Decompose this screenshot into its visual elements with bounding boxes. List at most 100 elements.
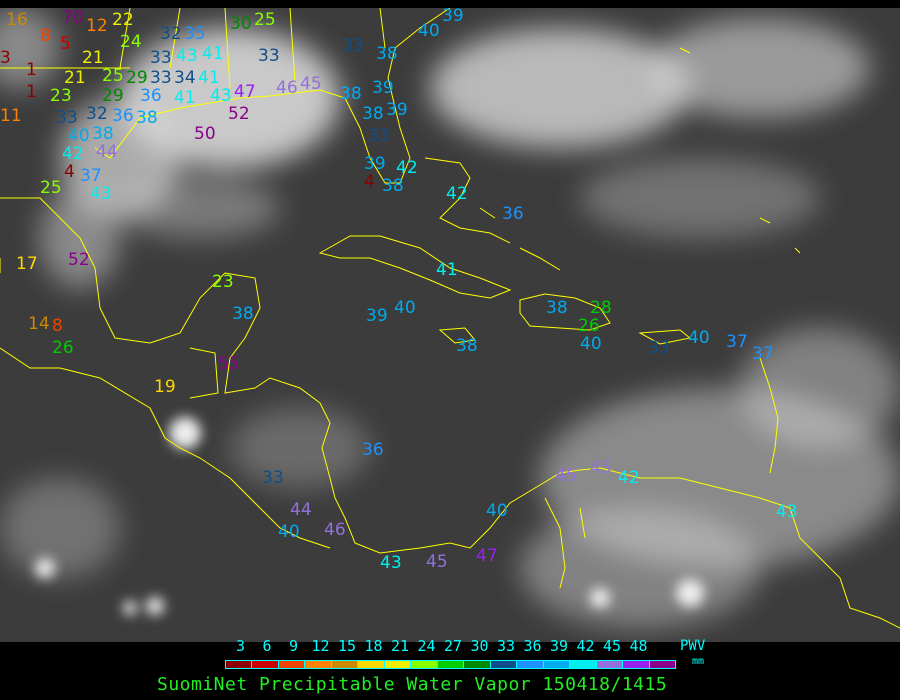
legend-tick: 6: [262, 637, 272, 655]
pwv-station-value: 24: [120, 32, 142, 52]
pwv-station-value: 42: [62, 144, 84, 164]
pwv-station-value: 37: [752, 344, 774, 364]
legend-swatch: [596, 661, 624, 668]
pwv-station-value: 26: [578, 316, 600, 336]
pwv-station-value: 25: [40, 178, 62, 198]
legend-tick: 12: [311, 637, 330, 655]
legend-swatch: [623, 661, 650, 668]
pwv-station-value: 19: [154, 377, 176, 397]
pwv-station-value: 45: [555, 466, 577, 486]
legend-tick: 15: [338, 637, 357, 655]
legend-swatch: [226, 661, 253, 668]
pwv-station-value: 37: [80, 166, 102, 186]
pwv-station-value: 4: [64, 162, 75, 182]
pwv-station-value: 36: [112, 106, 134, 126]
pwv-station-value: 33: [258, 46, 280, 66]
pwv-station-value: 42: [618, 468, 640, 488]
satellite-map: 16 70 8 5 3 12 22 24 32 35 30 25 21 25 29 33 43 41 1 21 33 34…: [0, 8, 900, 642]
pwv-station-value: 50: [194, 124, 216, 144]
pwv-station-value: 40: [418, 21, 440, 41]
pwv-station-value: 40: [688, 328, 710, 348]
pwv-station-value: 42: [446, 184, 468, 204]
pwv-station-value: 33: [150, 68, 172, 88]
pwv-station-value: 40: [580, 334, 602, 354]
pwv-station-value: 40: [68, 126, 90, 146]
pwv-station-value: 39: [372, 78, 394, 98]
legend-color-bar: [225, 660, 676, 669]
color-legend: 3 6 9 12 15 18 21 24 27 30 33 36 39 42 45 48 PWV mm Suo…: [0, 638, 900, 700]
legend-swatch: [331, 661, 359, 668]
pwv-station-value: 1: [26, 60, 37, 80]
pwv-station-value: 21: [64, 68, 86, 88]
legend-swatch: [278, 661, 306, 668]
pwv-station-value: 37: [726, 332, 748, 352]
pwv-station-value: 25: [102, 66, 124, 86]
pwv-station-value: 33: [648, 338, 670, 358]
pwv-station-value: 5: [60, 34, 71, 54]
pwv-station-value: 38: [456, 336, 478, 356]
pwv-station-value: 38: [92, 124, 114, 144]
pwv-station-value: 33: [150, 48, 172, 68]
pwv-station-value: 21: [82, 48, 104, 68]
legend-tick: 48: [629, 637, 648, 655]
pwv-station-value: 36: [140, 86, 162, 106]
pwv-station-value: 41: [174, 88, 196, 108]
pwv-station-value: 45: [426, 552, 448, 572]
legend-tick: 9: [289, 637, 299, 655]
pwv-station-value: 42: [396, 158, 418, 178]
pwv-station-value: 33: [368, 126, 390, 146]
pwv-station-value: 36: [362, 440, 384, 460]
pwv-station-value: 44: [96, 142, 118, 162]
pwv-station-value: 40: [486, 501, 508, 521]
pwv-station-value: 46: [276, 78, 298, 98]
pwv-station-value: 41: [198, 68, 220, 88]
product-title: SuomiNet Precipitable Water Vapor 150418…: [157, 674, 668, 695]
pwv-station-value: 33: [262, 468, 284, 488]
pwv-station-value: 43: [380, 553, 402, 573]
pwv-station-value: 28: [590, 298, 612, 318]
legend-unit-sub: mm: [692, 656, 705, 667]
legend-tick: 3: [236, 637, 246, 655]
legend-tick: 36: [523, 637, 542, 655]
pwv-station-value: 29: [126, 68, 148, 88]
pwv-station-value: 40: [394, 298, 416, 318]
legend-unit-label: PWV: [680, 638, 706, 654]
pwv-station-value: 16: [6, 10, 28, 30]
pwv-station-value: 23: [50, 86, 72, 106]
pwv-station-value: 39: [442, 8, 464, 26]
pwv-station-value: 26: [52, 338, 74, 358]
legend-tick: 39: [550, 637, 569, 655]
pwv-station-value: 29: [102, 86, 124, 106]
pwv-station-value: 38: [340, 84, 362, 104]
legend-swatch: [384, 661, 412, 668]
pwv-station-value: 45: [590, 458, 612, 478]
pwv-station-value: 46: [324, 520, 346, 540]
pwv-station-value: 47: [234, 82, 256, 102]
pwv-station-value: 33: [56, 108, 78, 128]
pwv-station-value: 36: [502, 204, 524, 224]
coastline-overlay: [0, 8, 900, 629]
pwv-station-value: 32: [86, 104, 108, 124]
legend-tick: 18: [364, 637, 383, 655]
pwv-station-value: 43: [176, 46, 198, 66]
pwv-station-value: 38: [136, 108, 158, 128]
pwv-station-value: 14: [28, 314, 50, 334]
legend-tick: 45: [603, 637, 622, 655]
pwv-station-value: 38: [376, 44, 398, 64]
pwv-station-value: 47: [476, 546, 498, 566]
pwv-station-value: 41: [202, 44, 224, 64]
pwv-station-value: 33: [342, 36, 364, 56]
pwv-station-value: 32: [160, 24, 182, 44]
cloud-layer: [0, 8, 900, 628]
legend-tick: 33: [497, 637, 516, 655]
pwv-station-value: 41: [436, 260, 458, 280]
legend-swatch: [490, 661, 518, 668]
legend-tick: 21: [391, 637, 410, 655]
pwv-station-value: 52: [228, 104, 250, 124]
legend-swatch: [358, 661, 385, 668]
legend-swatch: [517, 661, 544, 668]
pwv-station-value: 43: [90, 184, 112, 204]
pwv-station-value: 23: [212, 272, 234, 292]
pwv-station-value: 43: [776, 502, 798, 522]
top-border: [0, 0, 900, 8]
